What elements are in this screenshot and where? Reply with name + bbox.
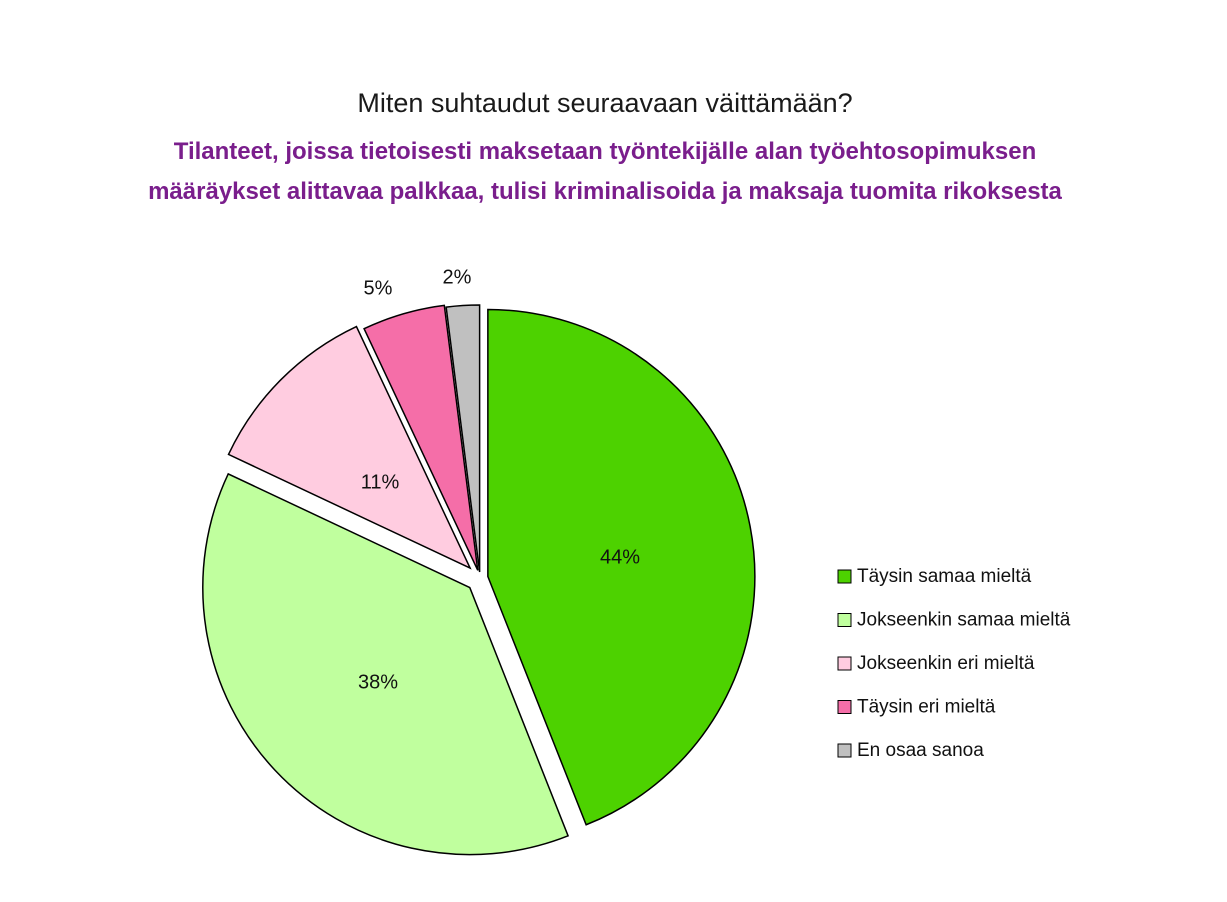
pie-slices (202, 304, 756, 856)
chart-subtitle: Tilanteet, joissa tietoisesti maksetaan … (0, 132, 1210, 212)
data-label-jokseenkin-samaa-mielta: 38% (358, 671, 398, 693)
chart-subtitle-line-2: määräykset alittavaa palkkaa, tulisi kri… (148, 178, 1062, 205)
legend-label-jokseenkin-eri-mielta: Jokseenkin eri mieltä (857, 653, 1035, 674)
pie-slice-taysin-eri-mielta (363, 304, 479, 571)
legend-label-en-osaa-sanoa: En osaa sanoa (857, 740, 984, 761)
legend-swatch-taysin-samaa-mielta (837, 569, 852, 584)
data-label-en-osaa-sanoa: 2% (443, 266, 472, 288)
legend-label-taysin-samaa-mielta: Täysin samaa mieltä (857, 566, 1032, 587)
pie-slice-jokseenkin-samaa-mielta (202, 472, 570, 856)
data-label-taysin-eri-mielta: 5% (364, 277, 393, 299)
slice-labels: 44% 38% 11% 5% 2% (358, 266, 640, 693)
legend: Täysin samaa mieltä Jokseenkin samaa miel… (837, 566, 1071, 761)
pie-slice-jokseenkin-eri-mielta (227, 325, 472, 570)
pie-slice-en-osaa-sanoa (445, 304, 481, 573)
legend-label-taysin-eri-mielta: Täysin eri mieltä (857, 697, 996, 718)
legend-swatch-jokseenkin-samaa-mielta (837, 613, 852, 627)
legend-swatch-jokseenkin-eri-mielta (837, 656, 852, 671)
chart-title: Miten suhtaudut seuraavaan väittämään? (357, 88, 853, 118)
data-label-taysin-samaa-mielta: 44% (600, 546, 640, 568)
legend-swatch-taysin-eri-mielta (837, 700, 852, 714)
legend-label-jokseenkin-samaa-mielta: Jokseenkin samaa mieltä (857, 610, 1071, 631)
pie-slice-taysin-samaa-mielta (487, 308, 756, 826)
legend-swatch-en-osaa-sanoa (837, 743, 852, 758)
chart-subtitle-line-1: Tilanteet, joissa tietoisesti maksetaan … (173, 138, 1037, 165)
data-label-jokseenkin-eri-mielta: 11% (361, 471, 400, 493)
